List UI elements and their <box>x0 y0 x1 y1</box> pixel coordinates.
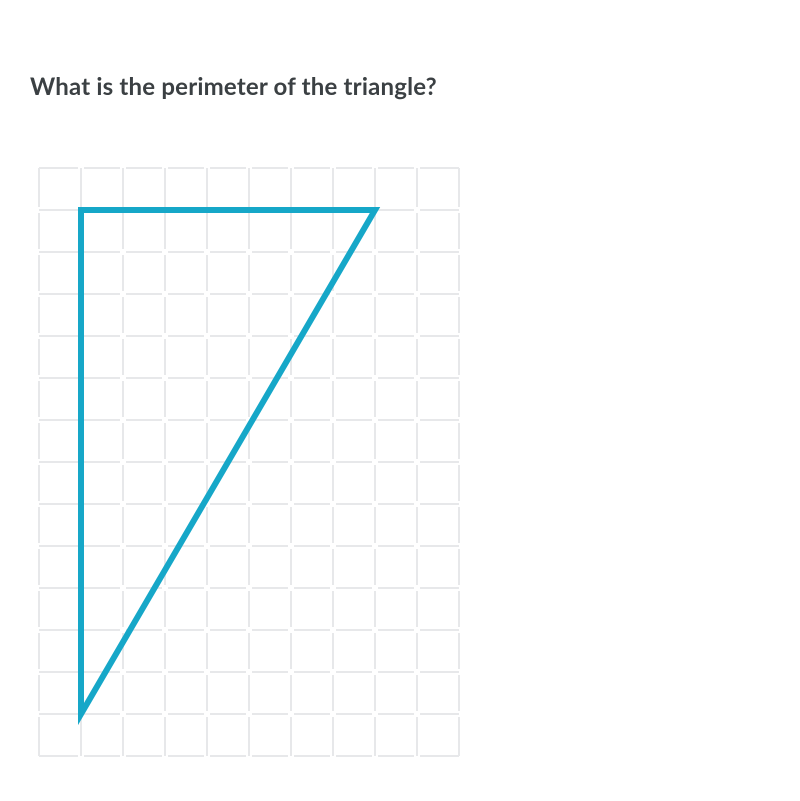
question-text: What is the perimeter of the triangle? <box>30 72 800 101</box>
triangle <box>81 210 375 714</box>
grid <box>39 168 459 756</box>
page: What is the perimeter of the triangle? <box>0 0 800 801</box>
figure-container <box>30 159 800 771</box>
triangle-grid-figure <box>30 159 468 771</box>
